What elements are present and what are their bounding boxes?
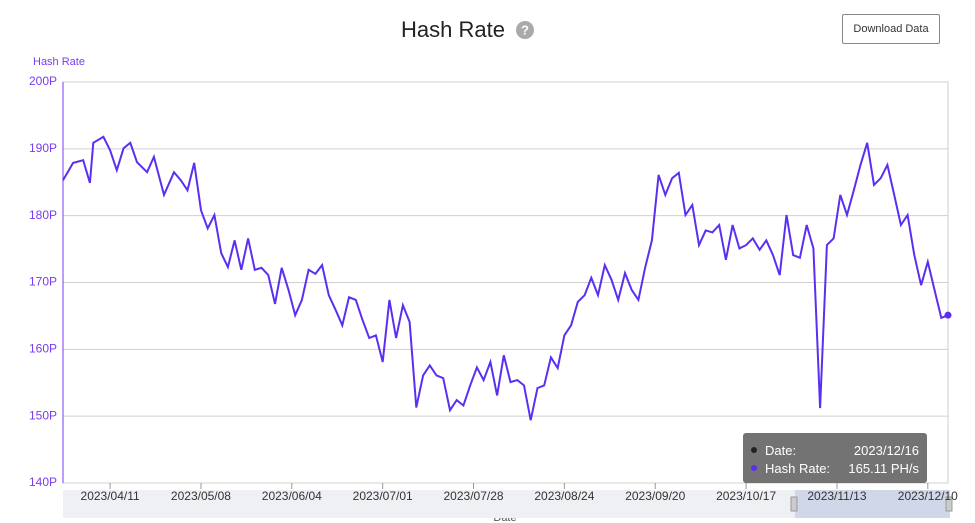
x-tick-label: 2023/11/13 <box>807 489 866 503</box>
tooltip-key: Hash Rate: <box>765 460 831 476</box>
y-tick-label: 180P <box>29 208 57 222</box>
tooltip-dot <box>751 447 757 453</box>
data-line <box>62 135 949 421</box>
x-tick-label: 2023/09/20 <box>625 489 685 503</box>
tooltip-value: 2023/12/16 <box>853 442 919 458</box>
x-tick-label: 2023/08/24 <box>534 489 594 503</box>
y-tick-label: 160P <box>29 342 57 356</box>
x-tick-label: 2023/06/04 <box>262 489 322 503</box>
download-button[interactable]: Download Data <box>842 14 940 44</box>
tooltip: Date: 2023/12/16 Hash Rate: 165.11 PH/s <box>743 433 927 483</box>
x-tick-label: 2023/12/10 <box>898 489 958 503</box>
tooltip-row: Date: 2023/12/16 <box>751 441 919 459</box>
navigator-selection[interactable] <box>795 490 950 518</box>
tooltip-value: 165.11 PH/s <box>848 460 919 476</box>
y-tick-label: 170P <box>29 275 57 289</box>
help-icon-glyph: ? <box>521 22 529 37</box>
y-tick-label: 150P <box>29 408 57 422</box>
y-tick-label: 140P <box>29 475 57 489</box>
tooltip-key: Date: <box>765 442 797 458</box>
y-axis-title: Hash Rate <box>33 56 85 68</box>
chart-title: Hash Rate <box>401 17 505 42</box>
hover-point <box>944 311 952 319</box>
x-tick-label: 2023/07/01 <box>353 489 413 503</box>
y-tick-label: 200P <box>29 74 57 88</box>
tooltip-dot <box>751 465 757 471</box>
tooltip-row: Hash Rate: 165.11 PH/s <box>751 459 919 477</box>
navigator-handle[interactable] <box>945 496 953 512</box>
x-tick-label: 2023/10/17 <box>716 489 776 503</box>
navigator-handle[interactable] <box>790 496 798 512</box>
x-tick-label: 2023/07/28 <box>444 489 504 503</box>
x-tick-label: 2023/04/11 <box>81 489 140 503</box>
navigator[interactable] <box>63 490 950 518</box>
help-icon[interactable] <box>516 21 534 39</box>
x-tick-label: 2023/05/08 <box>171 489 231 503</box>
y-tick-label: 190P <box>29 141 57 155</box>
